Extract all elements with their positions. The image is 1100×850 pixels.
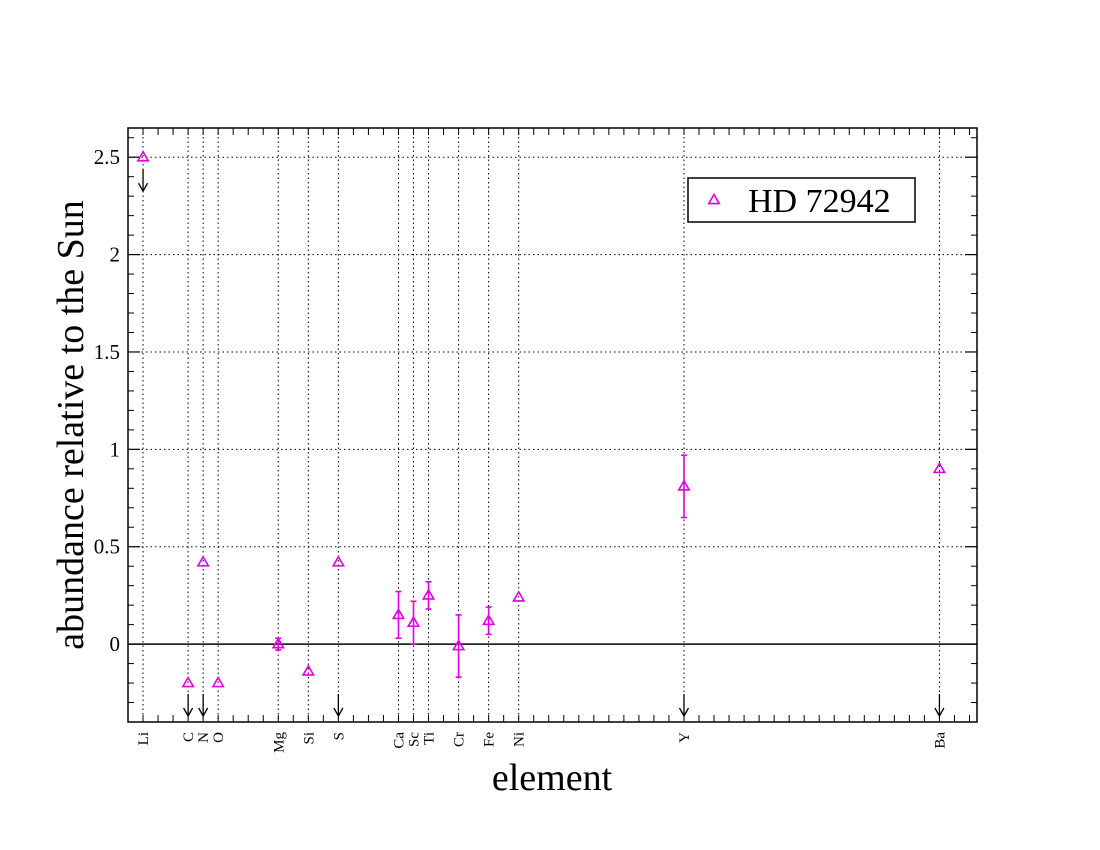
x-tick-label-s: S [331,732,347,740]
y-tick-label: 2 [110,243,121,267]
data-point-cr [451,638,466,651]
x-tick-label-si: Si [301,732,317,745]
x-tick-labels: Li C N O Mg Si S Ca Sc Ti Cr Fe Ni Y Ba [136,732,948,753]
x-tick-label-o: O [211,732,227,743]
y-tick-label: 1.5 [94,340,120,364]
data-point-n [196,555,210,567]
upper-limit-arrowhead-c [183,707,194,718]
legend-series-label: HD 72942 [748,183,891,220]
x-tick-label-ti: Ti [422,732,438,745]
data-point-s [331,555,345,567]
data-point-fe [482,613,496,626]
upper-limit-arrowhead-li [137,182,149,193]
upper-limit-arrowhead-ba [934,707,945,718]
x-tick-label-y: Y [677,732,693,743]
axis-ticks [127,128,977,722]
y-axis-label: abundance relative to the Sun [50,200,92,650]
legend: HD 72942 [687,177,916,223]
data-point-ba [932,461,947,474]
data-point-ni [512,590,526,602]
x-tick-label-sc: Sc [407,732,423,747]
upper-limit-arrowhead-s [333,707,344,718]
data-series [136,150,947,718]
x-tick-label-ca: Ca [391,732,407,749]
x-tick-label-ni: Ni [512,732,528,747]
x-axis-label: element [492,757,613,799]
data-point-ti [421,588,436,600]
data-point-c [181,675,195,688]
legend-triangle-marker [707,192,721,205]
data-point-ca [391,607,406,620]
data-point-si [301,664,315,676]
y-tick-label: 1 [110,437,121,461]
y-tick-label: 2.5 [94,145,120,169]
x-tick-label-mg: Mg [271,732,287,753]
plot-frame [127,127,978,723]
y-tick-labels: 0 0.5 1 1.5 2 2.5 [94,145,120,656]
x-tick-label-fe: Fe [482,732,498,747]
legend-box [687,177,916,223]
data-point-sc [406,615,421,628]
data-point-mg [271,636,285,649]
data-point-y [677,479,691,491]
x-tick-label-c: C [181,732,197,742]
upper-limit-arrowhead-y [678,707,690,718]
x-tick-label-n: N [196,732,212,743]
data-point-o [211,675,225,688]
x-tick-label-li: Li [136,732,152,745]
y-tick-label: 0 [110,632,121,656]
x-tick-label-cr: Cr [452,732,468,747]
data-point-li [136,150,150,162]
upper-limit-arrowhead-n [198,707,209,718]
y-tick-label: 0.5 [94,535,120,559]
x-tick-label-ba: Ba [932,732,948,749]
